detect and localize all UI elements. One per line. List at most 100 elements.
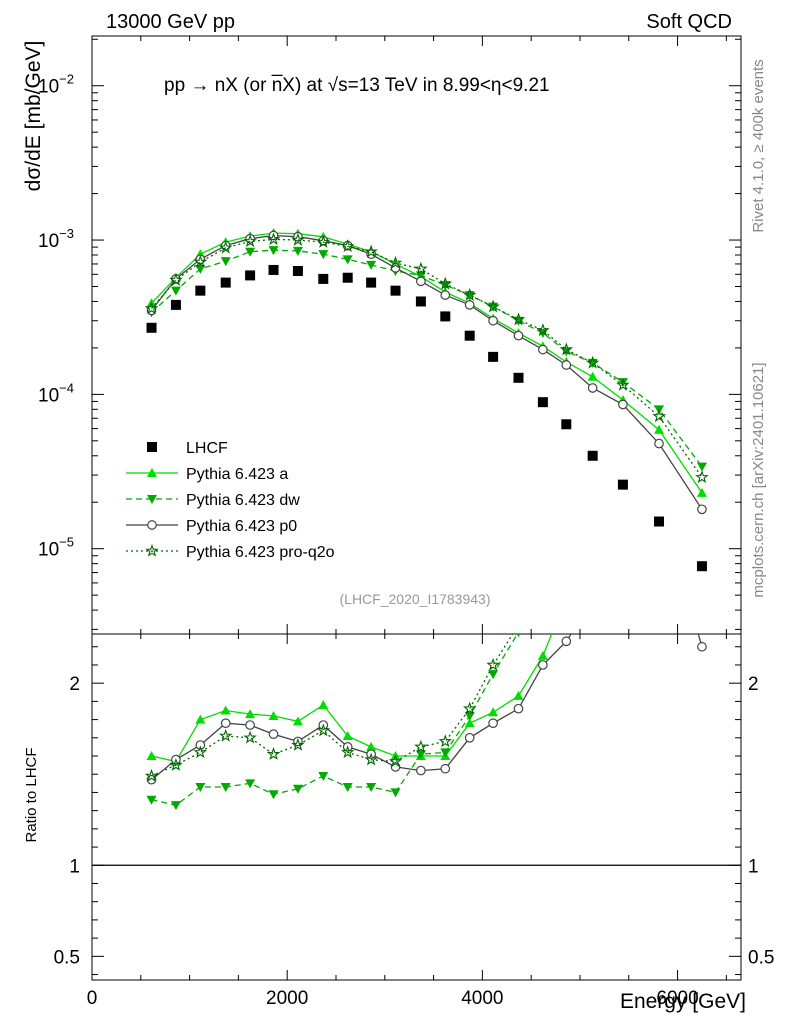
y-axis-label: dσ/dE [mb/GeV]: [22, 41, 45, 192]
ratio-point-dw: [440, 748, 451, 758]
ratio-point-pro-q2o: [340, 745, 355, 759]
ratio-point-dw: [170, 801, 181, 811]
ratio-point-a: [366, 741, 377, 751]
ratio-point-p0: [488, 718, 498, 729]
ratio-point-dw: [220, 782, 231, 792]
data-point-lhcf: [488, 351, 499, 362]
series-point-p0: [195, 254, 206, 265]
ratio-tick-label-right: 2: [748, 674, 759, 695]
x-axis-label: Energy [GeV]: [620, 990, 746, 1013]
data-point-lhcf: [220, 277, 231, 288]
ratio-frame: [91, 633, 742, 981]
header-right: Soft QCD: [646, 11, 732, 33]
series-point-pro-q2o: [695, 470, 709, 484]
ratio-point-a: [513, 690, 524, 700]
series-point-p0: [293, 231, 303, 242]
x-tick-label: 0: [87, 988, 98, 1009]
data-point-lhcf: [561, 419, 572, 430]
ratio-axis-label: Ratio to LHCF: [23, 747, 40, 842]
ratio-point-a: [195, 714, 206, 724]
legend: LHCF Pythia 6.423 a Pythia 6.423 dw Pythia …: [126, 440, 335, 561]
legend-label: LHCF: [186, 440, 228, 457]
ratio-point-p0: [561, 636, 572, 647]
ratio-point-dw: [366, 782, 377, 792]
ratio-point-dw: [464, 711, 475, 721]
series-point-p0: [464, 300, 475, 310]
legend-label: Pythia 6.423 a: [186, 466, 288, 483]
ratio-point-a: [318, 700, 329, 710]
data-point-lhcf: [366, 277, 377, 288]
series-point-pro-q2o: [316, 234, 331, 248]
ratio-point-pro-q2o: [193, 745, 208, 759]
ratio-point-p0: [464, 732, 475, 743]
series-point-pro-q2o: [414, 261, 428, 275]
ratio-point-dw: [195, 782, 206, 792]
series-point-a: [587, 371, 598, 381]
legend-label: Pythia 6.423 pro-q2o: [186, 544, 335, 561]
main-series-group: [144, 228, 709, 572]
series-point-dw: [170, 286, 181, 296]
series-point-pro-q2o: [193, 255, 208, 268]
series-point-pro-q2o: [266, 232, 281, 246]
series-point-dw: [696, 462, 707, 472]
series-point-pro-q2o: [463, 287, 477, 301]
series-point-pro-q2o: [364, 244, 378, 258]
ratio-line-a: [151, 634, 553, 763]
series-point-pro-q2o: [511, 312, 526, 326]
ratio-point-pro-q2o: [463, 701, 477, 715]
data-point-lhcf: [587, 450, 598, 461]
data-point-lhcf: [292, 266, 303, 277]
ratio-point-a: [342, 730, 353, 740]
ratio-point-dw: [268, 790, 279, 800]
ratio-point-p0: [440, 763, 451, 774]
series-point-dw: [245, 247, 256, 257]
series-point-dw: [342, 255, 353, 265]
ratio-point-pro-q2o: [243, 730, 257, 744]
series-point-dw: [292, 246, 303, 256]
series-point-pro-q2o: [559, 342, 574, 356]
series-point-pro-q2o: [291, 232, 305, 246]
ratio-point-pro-q2o: [364, 752, 378, 766]
series-point-pro-q2o: [486, 299, 500, 313]
ratio-point-pro-q2o: [291, 737, 305, 751]
series-point-p0: [440, 290, 451, 300]
legend-label: Pythia 6.423 p0: [186, 518, 297, 535]
series-line-p0: [150, 234, 703, 510]
data-point-lhcf: [390, 285, 401, 296]
ratio-point-a: [537, 650, 548, 660]
series-line-dw: [151, 249, 703, 468]
data-point-lhcf: [318, 273, 329, 284]
mcplots-side-label: mcplots.cern.ch [arXiv:2401.10621]: [750, 362, 767, 597]
data-point-lhcf: [440, 311, 451, 322]
series-point-p0: [618, 399, 628, 410]
x-tick-label: 2000: [266, 988, 308, 1009]
ratio-point-p0: [513, 703, 524, 714]
series-point-pro-q2o: [652, 409, 666, 423]
ratio-point-pro-q2o: [144, 768, 159, 782]
ratio-point-pro-q2o: [414, 739, 428, 753]
ratio-point-a: [464, 718, 475, 728]
series-point-dw: [195, 264, 206, 274]
series-point-p0: [416, 276, 426, 287]
legend-marker: [147, 442, 157, 452]
series-point-p0: [561, 360, 572, 370]
series-point-pro-q2o: [438, 276, 453, 290]
x-tick-label: 4000: [461, 988, 503, 1009]
data-point-lhcf: [617, 479, 628, 490]
ratio-point-dw: [342, 782, 353, 792]
series-point-pro-q2o: [536, 323, 550, 337]
ratio-line-p0: [151, 634, 703, 781]
data-point-lhcf: [513, 372, 524, 383]
ratio-tick-label-right: 1: [748, 856, 759, 877]
header-left: 13000 GeV pp: [106, 11, 235, 33]
legend-marker: [145, 543, 159, 557]
series-point-pro-q2o: [218, 240, 233, 254]
data-point-lhcf: [696, 561, 707, 572]
ratio-point-p0: [220, 718, 231, 729]
ratio-point-a: [220, 705, 231, 715]
ratio-point-dw: [415, 750, 426, 760]
ratio-point-p0: [416, 765, 426, 776]
ratio-point-pro-q2o: [316, 723, 331, 737]
ratio-point-a: [488, 707, 499, 717]
ratio-point-pro-q2o: [169, 757, 183, 771]
